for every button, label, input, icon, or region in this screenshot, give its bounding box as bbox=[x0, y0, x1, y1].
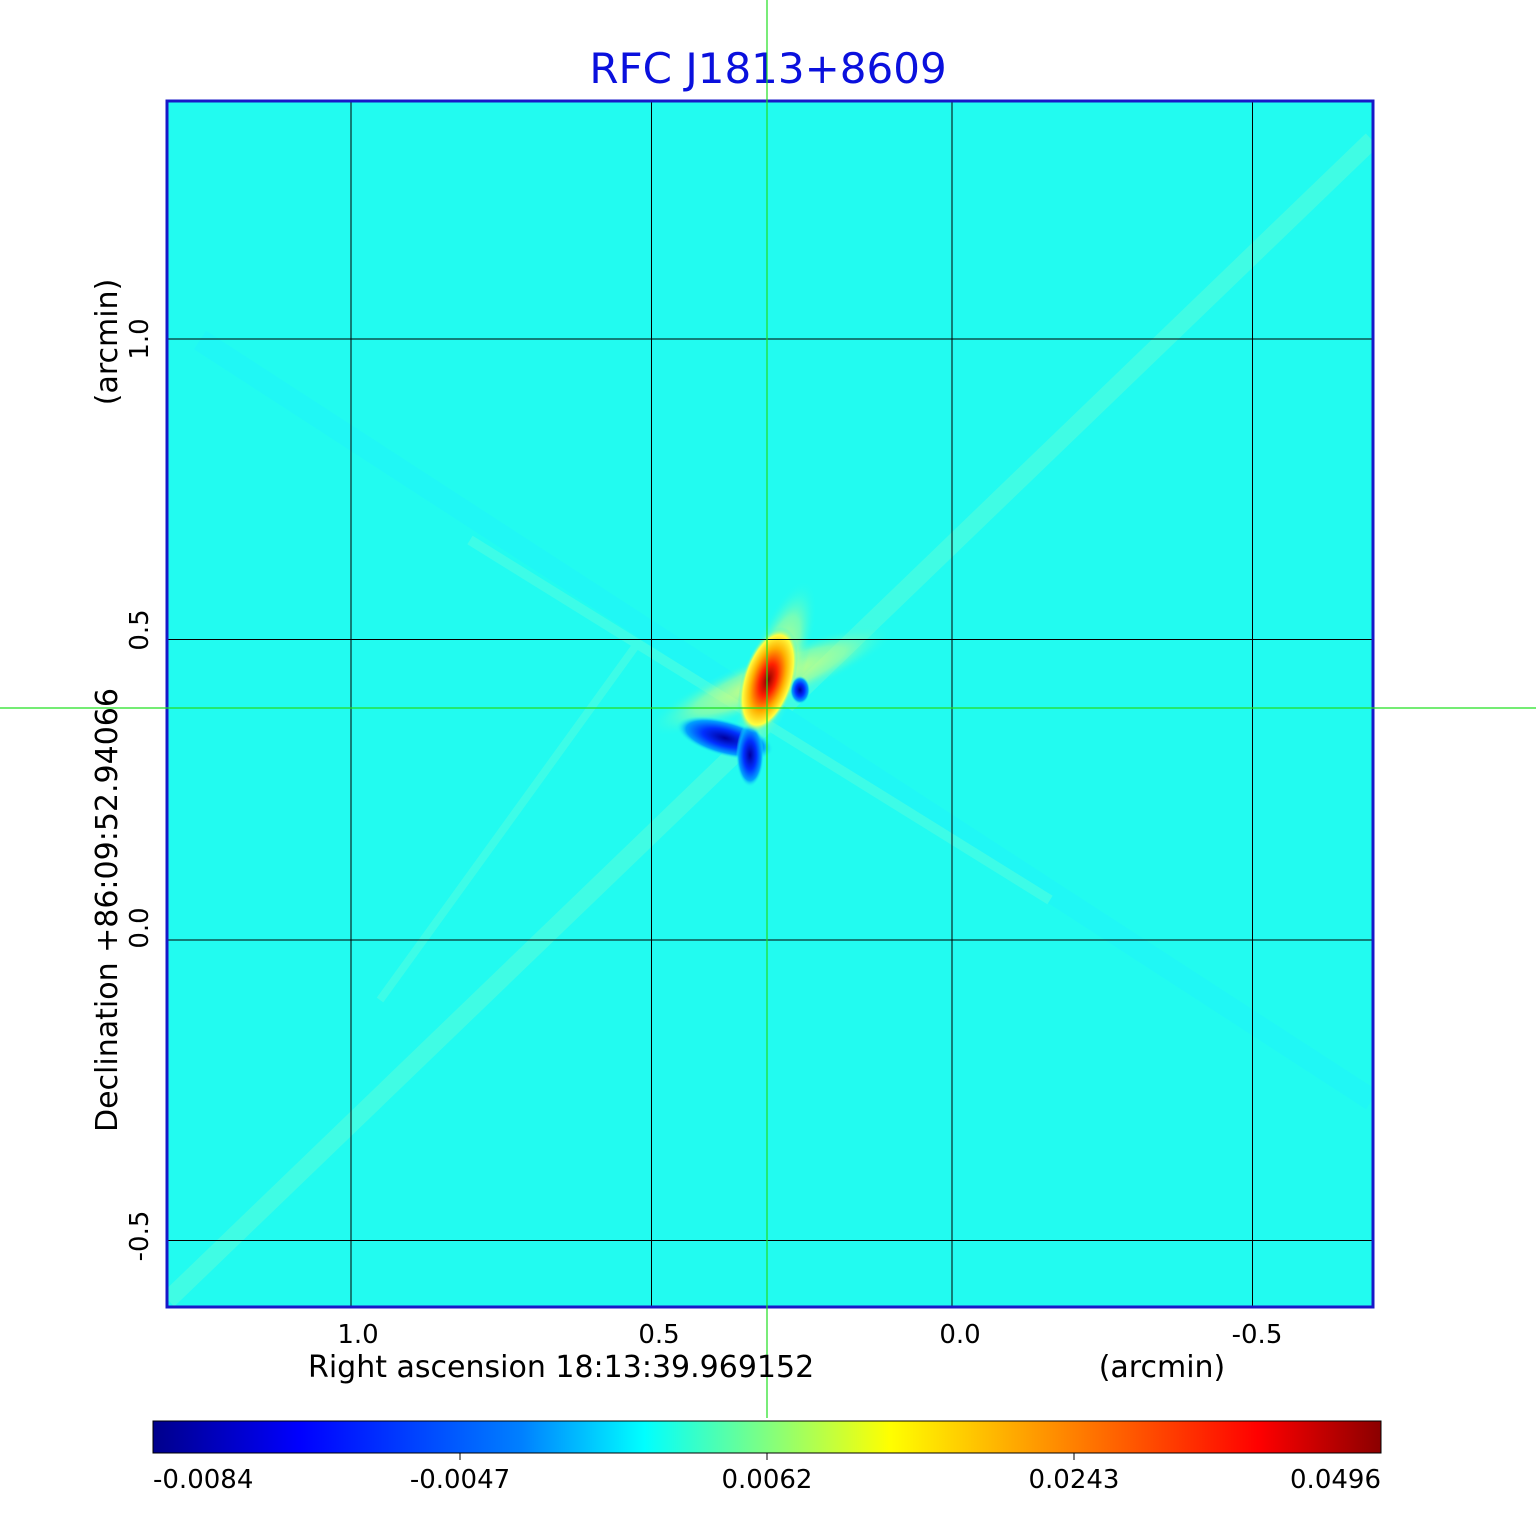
x-tick-label: 1.0 bbox=[337, 1320, 378, 1350]
colorbar-label: 0.0496 bbox=[1290, 1465, 1381, 1495]
positive-peak bbox=[737, 627, 799, 733]
y-axis-label: Declination +86:09:52.94066 bbox=[90, 688, 125, 1132]
plot-title: RFC J1813+8609 bbox=[589, 44, 946, 93]
colorbar-ticks bbox=[459, 1453, 1075, 1460]
map-image bbox=[168, 102, 1372, 1306]
coordinate-grid bbox=[168, 102, 1372, 1306]
colorbar-label: 0.0243 bbox=[1029, 1465, 1120, 1495]
x-tick-label: 0.0 bbox=[939, 1320, 980, 1350]
colorbar-labels: -0.0084 -0.0047 0.0062 0.0243 0.0496 bbox=[153, 1465, 1381, 1495]
y-tick-label: 1.0 bbox=[125, 318, 155, 359]
x-tick-label: -0.5 bbox=[1232, 1320, 1283, 1350]
y-axis-unit: (arcmin) bbox=[90, 279, 125, 406]
x-tick-label: 0.5 bbox=[638, 1320, 679, 1350]
colorbar-label: -0.0084 bbox=[153, 1465, 253, 1495]
y-tick-label: 0.0 bbox=[125, 907, 155, 948]
x-tick-labels: 1.0 0.5 0.0 -0.5 bbox=[337, 1320, 1282, 1350]
colorbar-label: -0.0047 bbox=[410, 1465, 510, 1495]
colorbar bbox=[152, 1420, 1382, 1454]
colorbar-label: 0.0062 bbox=[722, 1465, 813, 1495]
y-tick-labels: 1.0 0.5 0.0 -0.5 bbox=[125, 318, 155, 1261]
y-tick-label: 0.5 bbox=[125, 609, 155, 650]
x-axis-unit: (arcmin) bbox=[1099, 1350, 1226, 1385]
y-tick-label: -0.5 bbox=[125, 1211, 155, 1262]
x-axis-label: Right ascension 18:13:39.969152 bbox=[308, 1350, 814, 1385]
plot-frame bbox=[165, 99, 1375, 1309]
